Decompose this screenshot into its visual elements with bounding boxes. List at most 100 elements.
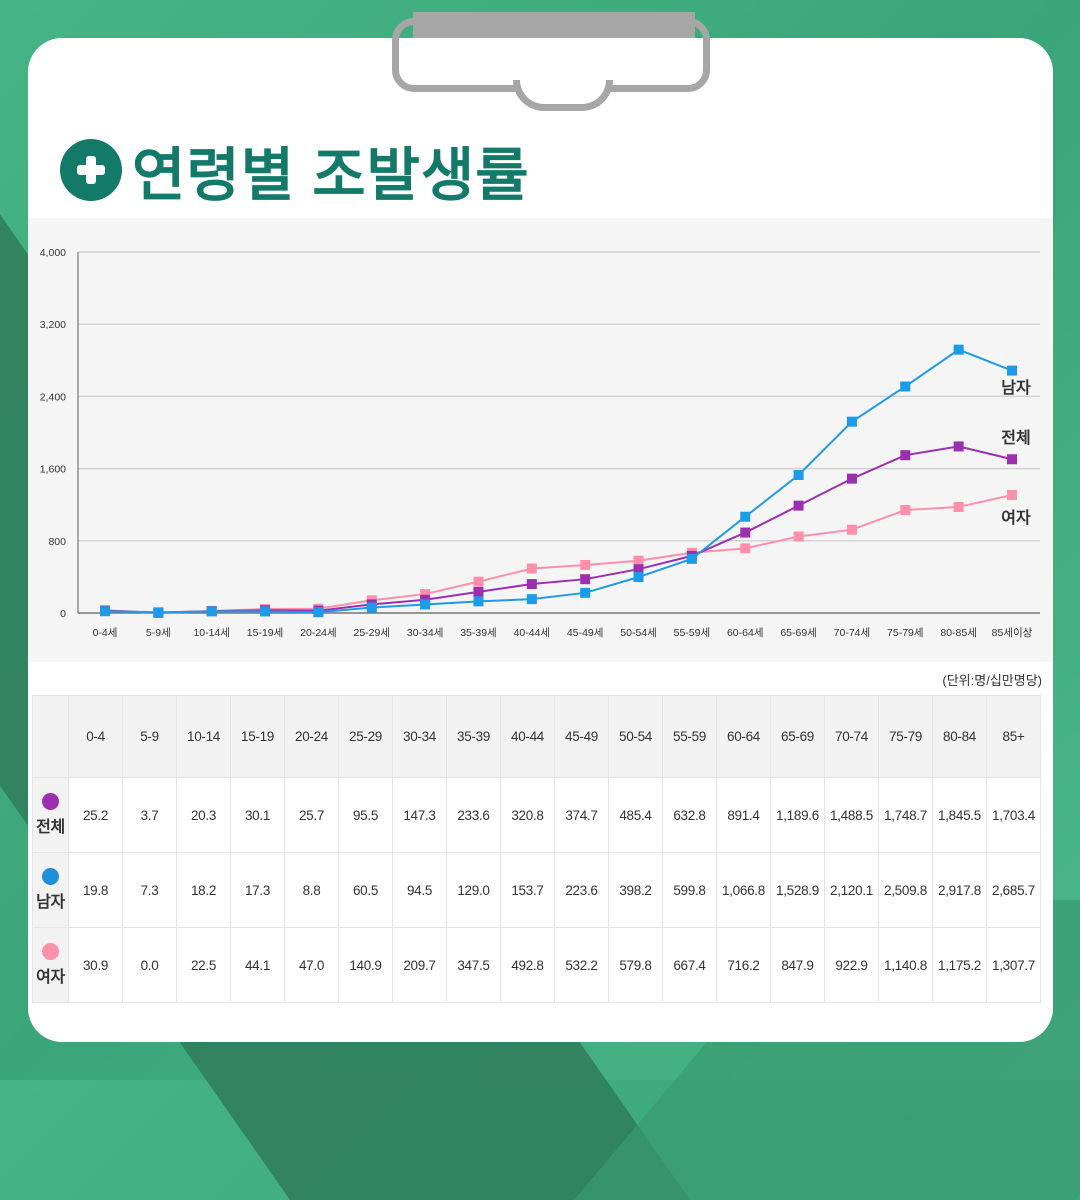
- table-cell: 2,917.8: [932, 852, 987, 928]
- table-cell: 1,189.6: [770, 777, 825, 853]
- table-cell: 1,140.8: [878, 927, 933, 1003]
- column-header: 20-24: [284, 695, 339, 778]
- x-tick-label: 65-69세: [780, 627, 817, 639]
- data-point: [846, 416, 857, 427]
- x-tick-label: 35-39세: [460, 627, 497, 639]
- table-corner: [32, 695, 69, 778]
- column-header: 10-14: [176, 695, 231, 778]
- table-cell: 398.2: [608, 852, 663, 928]
- data-point: [526, 594, 537, 605]
- data-point: [686, 553, 697, 564]
- series-line-전체: [104, 445, 1013, 614]
- column-header: 65-69: [770, 695, 825, 778]
- table-cell: 599.8: [662, 852, 717, 928]
- x-tick-label: 80-85세: [940, 627, 977, 639]
- data-point: [153, 607, 164, 618]
- x-tick-label: 30-34세: [407, 627, 444, 639]
- x-tick-label: 45-49세: [567, 627, 604, 639]
- table-cell: 25.2: [68, 777, 123, 853]
- table-cell: 18.2: [176, 852, 231, 928]
- data-point: [846, 524, 857, 535]
- y-tick-label: 4,000: [40, 247, 66, 259]
- table-cell: 129.0: [446, 852, 501, 928]
- data-point: [580, 559, 591, 570]
- x-tick-label: 55-59세: [674, 627, 711, 639]
- row-label: 남자: [32, 852, 69, 928]
- table-cell: 532.2: [554, 927, 609, 1003]
- table-cell: 2,685.7: [986, 852, 1041, 928]
- table-cell: 30.9: [68, 927, 123, 1003]
- table-cell: 667.4: [662, 927, 717, 1003]
- table-cell: 153.7: [500, 852, 555, 928]
- column-header: 50-54: [608, 695, 663, 778]
- clipboard-clip-bump: [513, 80, 613, 111]
- table-cell: 485.4: [608, 777, 663, 853]
- column-header: 85+: [986, 695, 1041, 778]
- table-cell: 22.5: [176, 927, 231, 1003]
- data-point: [900, 505, 911, 516]
- table-cell: 47.0: [284, 927, 339, 1003]
- table-cell: 320.8: [500, 777, 555, 853]
- data-point: [740, 511, 751, 522]
- table-cell: 1,748.7: [878, 777, 933, 853]
- table-row: 여자 30.9 0.0 22.5 44.1 47.0 140.9 209.7 347.5 492.…: [32, 927, 1041, 1003]
- legend-dot-icon: [42, 868, 59, 885]
- table-cell: 922.9: [824, 927, 879, 1003]
- row-label-text: 여자: [36, 969, 65, 986]
- table-cell: 233.6: [446, 777, 501, 853]
- data-point: [580, 587, 591, 598]
- data-point: [1007, 489, 1017, 500]
- table-cell: 847.9: [770, 927, 825, 1003]
- column-header: 30-34: [392, 695, 447, 778]
- series-label: 남자: [1001, 379, 1031, 397]
- column-header: 70-74: [824, 695, 879, 778]
- legend-dot-icon: [42, 943, 59, 960]
- table-cell: 1,175.2: [932, 927, 987, 1003]
- data-point: [953, 344, 964, 355]
- data-point: [580, 574, 591, 585]
- data-point: [740, 543, 751, 554]
- data-point: [953, 501, 964, 512]
- column-header: 60-64: [716, 695, 771, 778]
- data-point: [953, 441, 964, 452]
- x-tick-label: 0-4세: [93, 627, 118, 639]
- table-cell: 492.8: [500, 927, 555, 1003]
- x-tick-label: 25-29세: [354, 627, 391, 639]
- data-point: [473, 576, 484, 587]
- table-cell: 44.1: [230, 927, 285, 1003]
- data-point: [846, 473, 857, 484]
- table-cell: 25.7: [284, 777, 339, 853]
- data-point: [1007, 365, 1017, 376]
- column-header: 35-39: [446, 695, 501, 778]
- table-cell: 1,307.7: [986, 927, 1041, 1003]
- table-cell: 1,066.8: [716, 852, 771, 928]
- table-cell: 209.7: [392, 927, 447, 1003]
- column-header: 75-79: [878, 695, 933, 778]
- unit-note: (단위:명/십만명당): [942, 673, 1042, 688]
- data-point: [1007, 454, 1017, 465]
- table-cell: 1,845.5: [932, 777, 987, 853]
- data-point: [366, 602, 377, 613]
- table-cell: 223.6: [554, 852, 609, 928]
- table-cell: 2,509.8: [878, 852, 933, 928]
- x-tick-label: 70-74세: [834, 627, 871, 639]
- x-tick-label: 60-64세: [727, 627, 764, 639]
- data-point: [633, 572, 644, 583]
- data-point: [526, 579, 537, 590]
- table-cell: 7.3: [122, 852, 177, 928]
- data-point: [473, 596, 484, 607]
- data-point: [473, 586, 484, 597]
- table-cell: 1,488.5: [824, 777, 879, 853]
- table-cell: 60.5: [338, 852, 393, 928]
- table-cell: 3.7: [122, 777, 177, 853]
- row-label: 여자: [32, 927, 69, 1003]
- column-header: 0-4: [68, 695, 123, 778]
- x-tick-label: 50-54세: [620, 627, 657, 639]
- data-point: [526, 563, 537, 574]
- table-cell: 147.3: [392, 777, 447, 853]
- table-cell: 140.9: [338, 927, 393, 1003]
- clipboard-clip: [413, 12, 695, 38]
- column-header: 15-19: [230, 695, 285, 778]
- data-point: [420, 589, 431, 600]
- data-point: [206, 606, 217, 617]
